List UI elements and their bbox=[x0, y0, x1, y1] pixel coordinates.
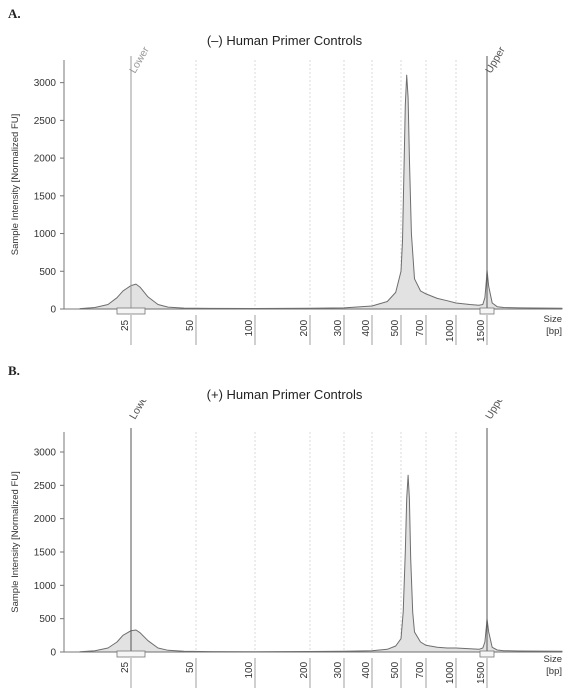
trace-area bbox=[79, 74, 563, 310]
y-tick-label: 1000 bbox=[34, 581, 57, 592]
x-tick-label: 25 bbox=[120, 661, 131, 673]
marker-label-lower: Lower bbox=[127, 400, 152, 422]
marker-label-upper: Upper bbox=[483, 400, 508, 422]
marker-box-upper bbox=[479, 307, 495, 315]
y-tick-label: 2500 bbox=[34, 481, 57, 492]
x-tick-label: 50 bbox=[185, 319, 196, 331]
y-tick-label: 2000 bbox=[34, 514, 57, 525]
x-axis-title-line: [bp] bbox=[546, 666, 562, 677]
x-tick-label: 300 bbox=[333, 319, 344, 336]
y-tick-label: 500 bbox=[39, 267, 56, 278]
x-axis-title-line: Size bbox=[544, 314, 562, 325]
y-tick-label: 500 bbox=[39, 614, 56, 625]
y-tick-label: 3000 bbox=[34, 448, 57, 459]
marker-box-lower bbox=[116, 307, 146, 315]
x-tick-label: 700 bbox=[415, 319, 426, 336]
y-tick-label: 0 bbox=[50, 305, 56, 316]
x-tick-label: 700 bbox=[415, 661, 426, 678]
y-tick-label: 1000 bbox=[34, 229, 57, 240]
electropherogram-chart-a: 0 500 1000 1500 2000 2500 3000 Sample Intensity… bbox=[10, 44, 563, 345]
x-tick-label: 50 bbox=[185, 661, 196, 673]
x-tick-label: 1000 bbox=[445, 661, 456, 684]
trace-area bbox=[79, 474, 563, 653]
x-tick-label: 200 bbox=[299, 319, 310, 336]
x-tick-label: 300 bbox=[333, 661, 344, 678]
x-tick-label: 100 bbox=[244, 661, 255, 678]
y-tick-label: 0 bbox=[50, 648, 56, 659]
x-tick-label: 1500 bbox=[476, 319, 487, 342]
y-axis-title: Sample Intensity [Normalized FU] bbox=[10, 114, 21, 256]
panel-a-label: A. bbox=[8, 6, 21, 21]
y-tick-label: 1500 bbox=[34, 548, 57, 559]
marker-box-upper bbox=[479, 650, 495, 658]
x-tick-label: 400 bbox=[361, 661, 372, 678]
x-tick-label: 1000 bbox=[445, 319, 456, 342]
x-tick-label: 200 bbox=[299, 661, 310, 678]
panel-a-title: (–) Human Primer Controls bbox=[206, 33, 363, 48]
x-tick-label: 1500 bbox=[476, 661, 487, 684]
y-tick-label: 3000 bbox=[34, 78, 57, 89]
y-tick-label: 2500 bbox=[34, 116, 57, 127]
x-tick-label: 500 bbox=[390, 319, 401, 336]
y-tick-label: 2000 bbox=[34, 154, 57, 165]
panel-b-label: B. bbox=[8, 363, 20, 378]
x-axis-title-line: [bp] bbox=[546, 326, 562, 337]
panel-b-title: (+) Human Primer Controls bbox=[206, 387, 363, 402]
marker-box-lower bbox=[116, 650, 146, 658]
x-tick-label: 25 bbox=[120, 319, 131, 331]
x-tick-label: 100 bbox=[244, 319, 255, 336]
y-tick-label: 1500 bbox=[34, 191, 57, 202]
x-tick-label: 400 bbox=[361, 319, 372, 336]
x-axis-title-line: Size bbox=[544, 654, 562, 665]
electropherogram-chart-b: 0 500 1000 1500 2000 2500 3000 Sample Intensity… bbox=[10, 400, 563, 688]
x-tick-label: 500 bbox=[390, 661, 401, 678]
y-axis-title: Sample Intensity [Normalized FU] bbox=[10, 471, 21, 613]
